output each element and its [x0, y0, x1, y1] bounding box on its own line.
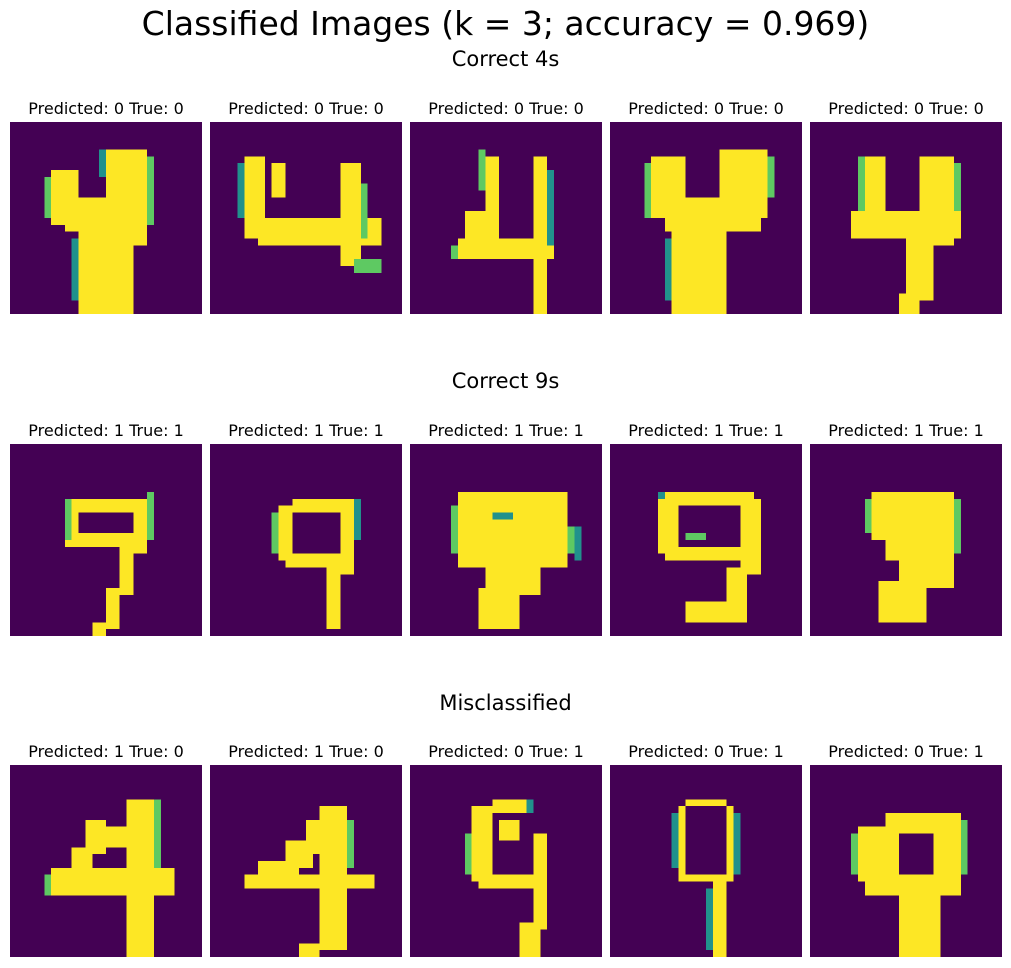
digit-image	[10, 444, 202, 636]
panel-title: Predicted: 0 True: 0	[628, 99, 784, 118]
panel-title: Predicted: 0 True: 1	[828, 742, 984, 761]
section-title-correct-4s: Correct 4s	[451, 47, 560, 71]
digit-image	[610, 444, 802, 636]
section-title-misclassified: Misclassified	[439, 691, 572, 715]
digit-image	[810, 444, 1002, 636]
panel-title: Predicted: 0 True: 0	[28, 99, 184, 118]
digit-image	[410, 122, 602, 314]
digit-image	[10, 765, 202, 957]
panel-title: Predicted: 0 True: 0	[828, 99, 984, 118]
panel-title: Predicted: 0 True: 1	[428, 742, 584, 761]
panel-title: Predicted: 1 True: 1	[428, 421, 584, 440]
digit-image	[410, 444, 602, 636]
panel-title: Predicted: 1 True: 1	[228, 421, 384, 440]
section-title-correct-9s: Correct 9s	[451, 369, 560, 393]
figure-title: Classified Images (k = 3; accuracy = 0.9…	[141, 4, 870, 43]
panel-title: Predicted: 0 True: 0	[228, 99, 384, 118]
panel-title: Predicted: 0 True: 1	[628, 742, 784, 761]
digit-image	[210, 122, 402, 314]
digit-image	[210, 444, 402, 636]
panel-title: Predicted: 1 True: 0	[28, 742, 184, 761]
digit-image	[10, 122, 202, 314]
digit-image	[610, 122, 802, 314]
panel-title: Predicted: 1 True: 0	[228, 742, 384, 761]
digit-image	[410, 765, 602, 957]
digit-image	[810, 765, 1002, 957]
panel-title: Predicted: 0 True: 0	[428, 99, 584, 118]
panel-title: Predicted: 1 True: 1	[828, 421, 984, 440]
panel-title: Predicted: 1 True: 1	[28, 421, 184, 440]
digit-image	[610, 765, 802, 957]
panel-title: Predicted: 1 True: 1	[628, 421, 784, 440]
digit-image	[810, 122, 1002, 314]
digit-image	[210, 765, 402, 957]
